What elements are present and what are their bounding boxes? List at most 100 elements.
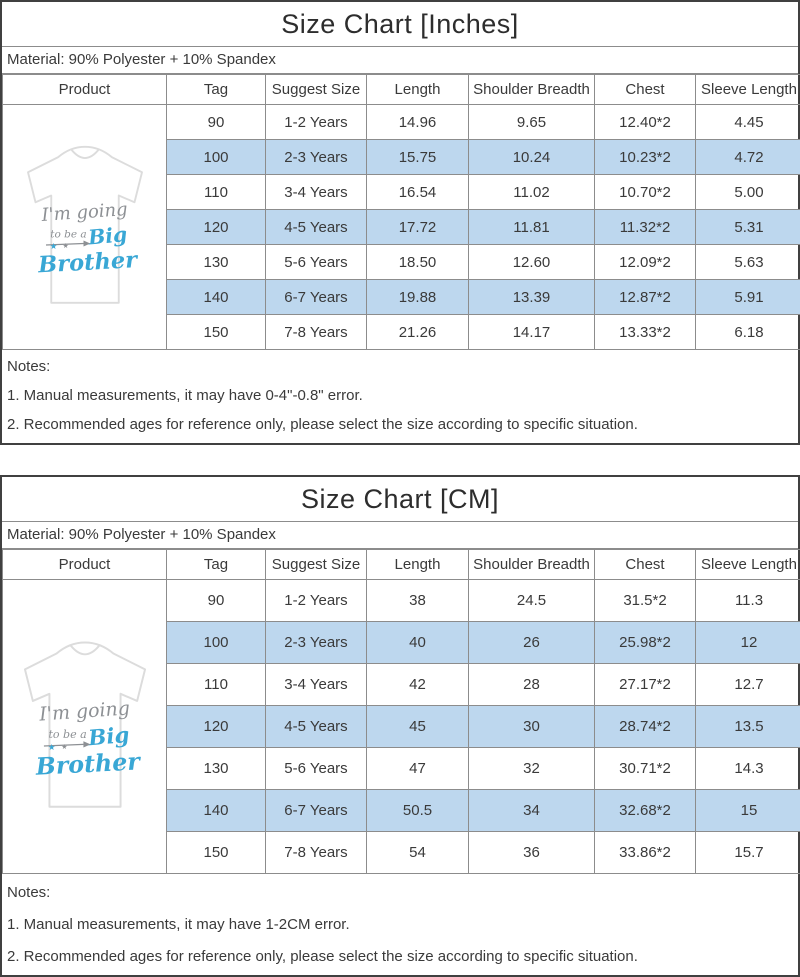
column-header-product: Product	[3, 75, 167, 105]
cell-suggest-size: 6-7 Years	[266, 280, 367, 315]
cell-shoulder-breadth: 11.81	[469, 210, 595, 245]
cell-tag: 140	[167, 280, 266, 315]
cell-suggest-size: 5-6 Years	[266, 748, 367, 790]
cell-chest: 30.71*2	[595, 748, 696, 790]
notes-inches: Notes:1. Manual measurements, it may hav…	[2, 350, 798, 443]
cell-shoulder-breadth: 30	[469, 706, 595, 748]
cell-sleeve-length: 5.63	[696, 245, 800, 280]
cell-chest: 12.09*2	[595, 245, 696, 280]
svg-text:★: ★	[47, 741, 55, 751]
column-header-chest: Chest	[595, 550, 696, 580]
material-line-inches: Material: 90% Polyester + 10% Spandex	[2, 47, 798, 74]
product-image-cell: I'm going to be a Big ★ ★ Brother	[3, 580, 167, 874]
cell-sleeve-length: 15.7	[696, 832, 800, 874]
column-header-sleeve-length: Sleeve Length	[696, 550, 800, 580]
cell-chest: 10.70*2	[595, 175, 696, 210]
svg-text:★: ★	[61, 743, 67, 751]
cell-sleeve-length: 5.91	[696, 280, 800, 315]
cell-tag: 150	[167, 315, 266, 350]
cell-shoulder-breadth: 10.24	[469, 140, 595, 175]
cell-length: 38	[367, 580, 469, 622]
cell-tag: 120	[167, 706, 266, 748]
cell-sleeve-length: 5.00	[696, 175, 800, 210]
cell-sleeve-length: 15	[696, 790, 800, 832]
cell-suggest-size: 7-8 Years	[266, 832, 367, 874]
column-header-length: Length	[367, 550, 469, 580]
cell-shoulder-breadth: 11.02	[469, 175, 595, 210]
svg-text:Big: Big	[86, 222, 128, 249]
size-chart-cm-card: Size Chart [CM] Material: 90% Polyester …	[0, 475, 800, 977]
cell-suggest-size: 7-8 Years	[266, 315, 367, 350]
cell-length: 15.75	[367, 140, 469, 175]
column-header-suggest-size: Suggest Size	[266, 550, 367, 580]
cell-chest: 25.98*2	[595, 622, 696, 664]
cell-length: 54	[367, 832, 469, 874]
note-item-2: 2. Recommended ages for reference only, …	[7, 415, 798, 435]
cell-suggest-size: 2-3 Years	[266, 622, 367, 664]
cell-chest: 10.23*2	[595, 140, 696, 175]
cell-length: 16.54	[367, 175, 469, 210]
column-header-sleeve-length: Sleeve Length	[696, 75, 800, 105]
cell-length: 19.88	[367, 280, 469, 315]
cell-shoulder-breadth: 12.60	[469, 245, 595, 280]
cell-suggest-size: 4-5 Years	[266, 706, 367, 748]
cell-chest: 11.32*2	[595, 210, 696, 245]
cell-tag: 110	[167, 175, 266, 210]
cell-suggest-size: 5-6 Years	[266, 245, 367, 280]
cell-suggest-size: 6-7 Years	[266, 790, 367, 832]
note-item-1: 1. Manual measurements, it may have 0-4"…	[7, 386, 798, 406]
notes-cm: Notes:1. Manual measurements, it may hav…	[2, 874, 798, 975]
cell-length: 50.5	[367, 790, 469, 832]
chart-title-cm: Size Chart [CM]	[2, 477, 798, 522]
cell-chest: 33.86*2	[595, 832, 696, 874]
cell-tag: 100	[167, 622, 266, 664]
cell-sleeve-length: 6.18	[696, 315, 800, 350]
cell-length: 47	[367, 748, 469, 790]
svg-text:to be a: to be a	[48, 728, 86, 741]
svg-text:Brother: Brother	[34, 747, 142, 781]
cell-shoulder-breadth: 9.65	[469, 105, 595, 140]
cell-length: 21.26	[367, 315, 469, 350]
cell-tag: 120	[167, 210, 266, 245]
column-header-tag: Tag	[167, 550, 266, 580]
svg-text:to be a: to be a	[50, 229, 86, 241]
cell-shoulder-breadth: 14.17	[469, 315, 595, 350]
cell-length: 18.50	[367, 245, 469, 280]
column-header-chest: Chest	[595, 75, 696, 105]
svg-text:★: ★	[49, 242, 56, 251]
cell-suggest-size: 2-3 Years	[266, 140, 367, 175]
cell-tag: 150	[167, 832, 266, 874]
svg-text:Big: Big	[86, 722, 130, 751]
cell-sleeve-length: 11.3	[696, 580, 800, 622]
cell-sleeve-length: 4.45	[696, 105, 800, 140]
chart-title-inches: Size Chart [Inches]	[2, 2, 798, 47]
cell-shoulder-breadth: 36	[469, 832, 595, 874]
column-header-tag: Tag	[167, 75, 266, 105]
column-header-length: Length	[367, 75, 469, 105]
cell-tag: 140	[167, 790, 266, 832]
cell-shoulder-breadth: 13.39	[469, 280, 595, 315]
tshirt-print: I'm going to be a Big ★ ★ Brother	[36, 199, 139, 278]
svg-text:★: ★	[62, 242, 68, 250]
cell-chest: 32.68*2	[595, 790, 696, 832]
column-header-shoulder-breadth: Shoulder Breadth	[469, 550, 595, 580]
cell-chest: 12.87*2	[595, 280, 696, 315]
cell-chest: 12.40*2	[595, 105, 696, 140]
cell-tag: 130	[167, 245, 266, 280]
tshirt-print: I'm going to be a Big ★ ★ Brother	[34, 697, 142, 780]
cell-tag: 130	[167, 748, 266, 790]
cell-sleeve-length: 4.72	[696, 140, 800, 175]
note-item-1: 1. Manual measurements, it may have 1-2C…	[7, 915, 798, 935]
cell-tag: 110	[167, 664, 266, 706]
cell-length: 17.72	[367, 210, 469, 245]
cell-tag: 100	[167, 140, 266, 175]
cell-length: 42	[367, 664, 469, 706]
